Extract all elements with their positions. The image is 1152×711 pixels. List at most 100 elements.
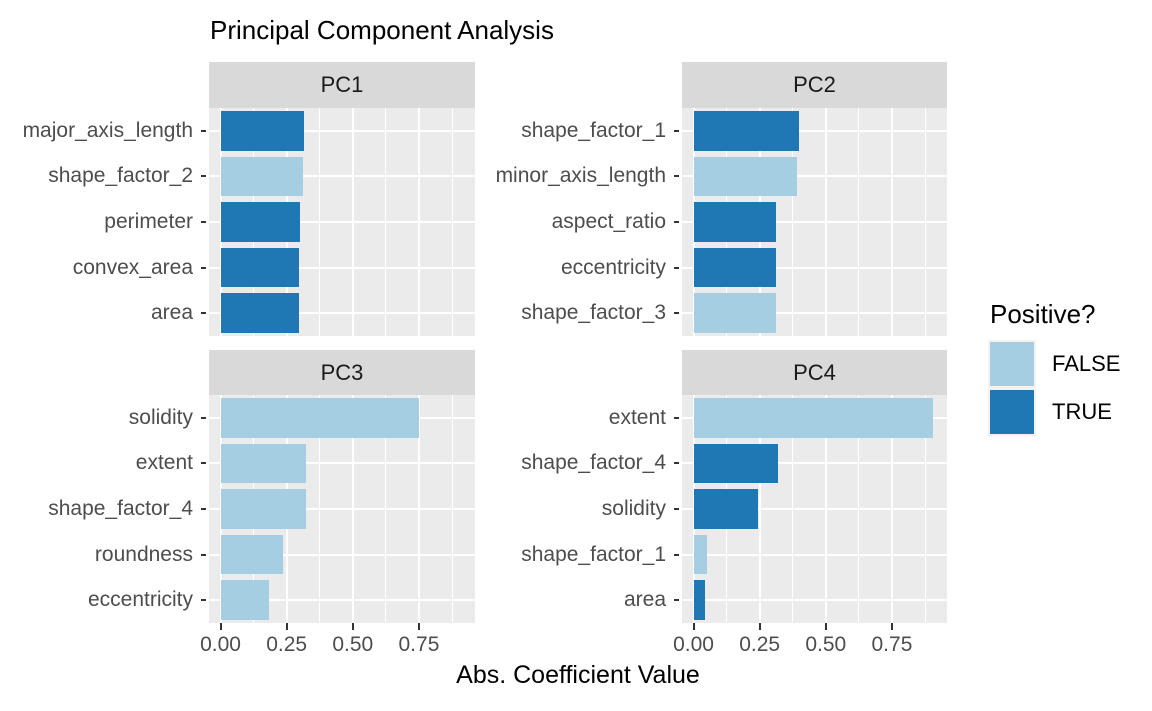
bar-pc2-minor_axis_length [693, 156, 797, 197]
y-axis-tick [674, 416, 679, 419]
gridline-major-horizontal [682, 266, 947, 269]
gridline-major-horizontal [682, 553, 947, 556]
y-axis-tick [201, 416, 206, 419]
y-axis-tick [201, 553, 206, 556]
y-axis-label: extent [135, 451, 193, 475]
y-axis-label: shape_factor_4 [521, 451, 666, 475]
gridline-major-horizontal [682, 462, 947, 465]
y-axis-label: solidity [128, 405, 193, 429]
gridline-major-horizontal [209, 462, 475, 465]
legend-swatch-false [990, 342, 1034, 386]
x-tick-label: 0.50 [332, 633, 374, 656]
bar-pc4-solidity [693, 489, 759, 529]
gridline-major-horizontal [209, 508, 475, 510]
y-axis-label: shape_factor_2 [48, 164, 193, 188]
y-axis-tick [201, 221, 206, 223]
bar-pc2-aspect_ratio [693, 202, 776, 242]
y-axis-label: shape_factor_1 [521, 118, 666, 142]
y-axis-label: area [150, 301, 193, 325]
legend: Positive? FALSE TRUE [988, 299, 1152, 436]
y-axis-label: roundness [94, 542, 193, 566]
y-axis-tick [674, 221, 679, 223]
bar-pc4-extent [693, 398, 933, 438]
facet-panel-pc4 [682, 395, 947, 623]
bar-pc1-area [220, 293, 299, 333]
gridline-major-horizontal [209, 175, 475, 178]
gridline-major-horizontal [209, 129, 475, 132]
legend-title: Positive? [990, 299, 1096, 329]
bar-pc2-eccentricity [693, 247, 776, 288]
y-axis-tick [674, 312, 679, 315]
bar-pc1-major_axis_length [220, 111, 304, 151]
facet-panel-pc2 [682, 108, 947, 336]
y-axis-label: major_axis_length [22, 118, 193, 142]
bar-pc1-perimeter [220, 202, 300, 242]
x-tick-label: 0.75 [398, 633, 440, 656]
x-axis-tick [758, 623, 761, 630]
bar-pc4-shape_factor_1 [693, 534, 707, 575]
bar-pc1-convex_area [220, 247, 299, 288]
x-axis-tick [692, 623, 695, 630]
x-axis-title: Abs. Coefficient Value [456, 661, 700, 689]
legend-keys: FALSE TRUE [988, 340, 1152, 436]
facet-panel-pc3 [209, 395, 475, 623]
x-axis-tick [219, 623, 222, 630]
gridline-major-horizontal [209, 312, 475, 315]
bar-pc3-roundness [220, 534, 283, 575]
x-axis-tick [824, 623, 827, 630]
gridline-major-horizontal [682, 129, 947, 132]
x-tick-label: 0.00 [200, 633, 241, 656]
bar-pc3-solidity [220, 398, 419, 438]
x-axis-tick [417, 623, 420, 630]
y-axis-tick [674, 175, 679, 178]
bar-pc1-shape_factor_2 [220, 156, 303, 197]
y-axis-label: extent [608, 405, 666, 429]
x-axis-tick [351, 623, 354, 630]
y-axis-tick [674, 599, 679, 602]
gridline-major-horizontal [209, 553, 475, 556]
y-axis-tick [201, 462, 206, 465]
y-axis-tick [201, 266, 206, 269]
y-axis-tick [674, 462, 679, 465]
bar-pc3-shape_factor_4 [220, 489, 307, 529]
bar-pc2-shape_factor_1 [693, 111, 800, 151]
facet-strip-pc1: PC1 [209, 62, 475, 108]
facet-strip-pc3: PC3 [209, 350, 475, 395]
legend-key [988, 340, 1036, 388]
y-axis-tick [674, 129, 679, 132]
y-axis-tick [674, 266, 679, 269]
x-tick-label: 0.25 [739, 633, 781, 656]
gridline-major-horizontal [682, 312, 947, 315]
gridline-major-horizontal [682, 599, 947, 602]
gridline-major-horizontal [209, 599, 475, 602]
bar-pc4-area [693, 580, 706, 620]
gridline-major-horizontal [209, 221, 475, 223]
bar-pc3-eccentricity [220, 580, 270, 620]
x-tick-label: 0.50 [805, 633, 847, 656]
legend-item-true: TRUE [988, 388, 1152, 436]
y-axis-label: eccentricity [87, 588, 193, 612]
legend-swatch-true [990, 390, 1034, 434]
y-axis-label: aspect_ratio [551, 210, 666, 233]
y-axis-label: shape_factor_3 [521, 301, 666, 325]
y-axis-label: eccentricity [560, 255, 666, 279]
facet-panel-pc1 [209, 108, 475, 336]
y-axis-label: shape_factor_1 [521, 542, 666, 566]
legend-label: FALSE [1052, 351, 1121, 376]
gridline-major-horizontal [209, 266, 475, 269]
y-axis-tick [201, 599, 206, 602]
facet-strip-pc4: PC4 [682, 350, 947, 395]
y-axis-label: solidity [601, 497, 666, 520]
facet-strip-pc2: PC2 [682, 62, 947, 108]
legend-key [988, 388, 1036, 436]
y-axis-tick [201, 129, 206, 132]
y-axis-label: convex_area [72, 255, 193, 279]
x-tick-label: 0.75 [871, 633, 913, 656]
x-axis-tick [890, 623, 893, 630]
y-axis-tick [674, 553, 679, 556]
x-tick-label: 0.00 [673, 633, 714, 656]
y-axis-tick [201, 312, 206, 315]
bar-pc2-shape_factor_3 [693, 293, 776, 333]
legend-label: TRUE [1052, 399, 1112, 424]
